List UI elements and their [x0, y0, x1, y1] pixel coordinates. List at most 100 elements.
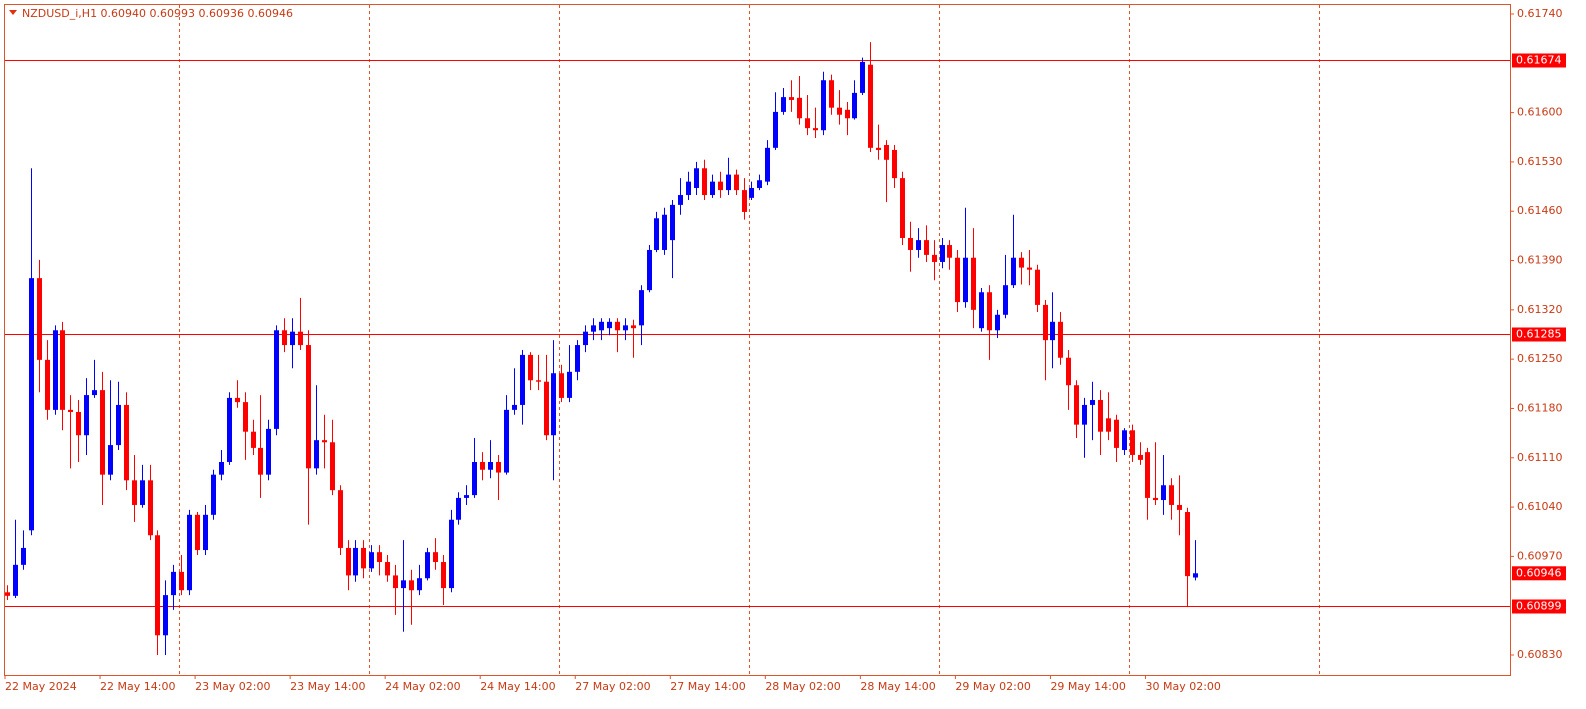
candle-body [765, 147, 770, 182]
x-tick-label: 22 May 14:00 [100, 680, 175, 693]
candle-body [987, 292, 992, 331]
candle-body [116, 404, 121, 446]
plot-frame [4, 4, 1511, 676]
y-tick-label: 0.61390 [1517, 254, 1563, 267]
candle-body [512, 404, 517, 410]
candle-body [947, 245, 952, 258]
candle-body [1019, 257, 1024, 268]
candle-body [306, 345, 311, 469]
candle-body [1090, 400, 1095, 405]
level-label-box [1512, 53, 1566, 68]
header-icon [9, 10, 17, 15]
candle-body [742, 190, 747, 212]
y-tick-label: 0.61460 [1517, 204, 1563, 217]
candle-body [1130, 430, 1135, 455]
y-tick-label: 0.61740 [1517, 7, 1563, 20]
candle-body [330, 442, 335, 491]
x-tick-label: 23 May 14:00 [290, 680, 365, 693]
candle-body [995, 314, 1000, 331]
candle-body [718, 181, 723, 191]
candle-body [92, 390, 97, 396]
candle-body [1027, 267, 1032, 270]
x-tick-label: 24 May 14:00 [480, 680, 555, 693]
y-tick-label: 0.61250 [1517, 352, 1563, 365]
x-tick-label: 28 May 02:00 [765, 680, 840, 693]
candle-body [84, 395, 89, 436]
x-tick-label: 27 May 14:00 [670, 680, 745, 693]
candle-body [425, 552, 430, 579]
candle-body [559, 373, 564, 398]
candle-body [1035, 269, 1040, 305]
candle-body [631, 325, 636, 329]
candle-body [971, 257, 976, 310]
candle-body [274, 330, 279, 429]
candle-body [1161, 485, 1166, 501]
candle-body [163, 595, 168, 636]
candle-body [781, 97, 786, 112]
candle-body [29, 278, 34, 531]
candle-body [266, 428, 271, 475]
x-tick-label: 29 May 14:00 [1050, 680, 1125, 693]
candle-body [908, 237, 913, 250]
candle-body [37, 278, 42, 360]
y-tick-label: 0.60830 [1517, 648, 1563, 661]
candle-body [132, 480, 137, 505]
candle-body [647, 249, 652, 291]
candle-body [148, 480, 153, 536]
candle-body [892, 149, 897, 179]
candle-body [60, 330, 65, 410]
y-tick-label: 0.61180 [1517, 401, 1563, 414]
candle-body [528, 354, 533, 381]
candle-body [852, 92, 857, 119]
candle-body [924, 240, 929, 255]
candle-body [639, 290, 644, 326]
candle-body [1082, 404, 1087, 425]
candle-body [868, 64, 873, 148]
candle-body [694, 168, 699, 188]
y-tick-label: 0.60970 [1517, 549, 1563, 562]
candle-body [385, 562, 390, 576]
candle-body [187, 514, 192, 591]
candle-body [876, 147, 881, 150]
candle-body [789, 97, 794, 100]
candle-body [678, 195, 683, 205]
x-tick-label: 24 May 02:00 [385, 680, 460, 693]
candle-body [195, 514, 200, 551]
candle-body [338, 490, 343, 548]
candle-body [583, 331, 588, 346]
candle-body [68, 409, 73, 412]
candle-body [607, 321, 612, 329]
candle-body [615, 321, 620, 331]
x-tick-label: 22 May 2024 [5, 680, 77, 693]
candle-body [1050, 321, 1055, 341]
candle-body [726, 174, 731, 191]
candle-body [734, 174, 739, 191]
candle-body [441, 562, 446, 589]
candle-body [821, 80, 826, 131]
candle-body [449, 519, 454, 589]
candle-body [13, 564, 18, 596]
y-tick-label: 0.61040 [1517, 500, 1563, 513]
candle-body [456, 497, 461, 520]
candle-body [1011, 257, 1016, 286]
candle-body [417, 578, 422, 591]
candle-body [171, 571, 176, 596]
candle-body [536, 380, 541, 382]
candle-body [353, 547, 358, 576]
candle-body [369, 552, 374, 569]
candle-body [314, 440, 319, 469]
candle-body [100, 390, 105, 475]
candle-body [108, 445, 113, 475]
candle-body [1169, 485, 1174, 505]
candle-body [1177, 504, 1182, 510]
y-tick-label: 0.61600 [1517, 106, 1563, 119]
x-tick-label: 27 May 02:00 [575, 680, 650, 693]
candle-body [21, 547, 26, 565]
candle-body [1106, 418, 1111, 432]
candle-body [686, 181, 691, 196]
x-tick-label: 23 May 02:00 [195, 680, 270, 693]
candle-body [488, 461, 493, 470]
candle-body [1058, 321, 1063, 358]
